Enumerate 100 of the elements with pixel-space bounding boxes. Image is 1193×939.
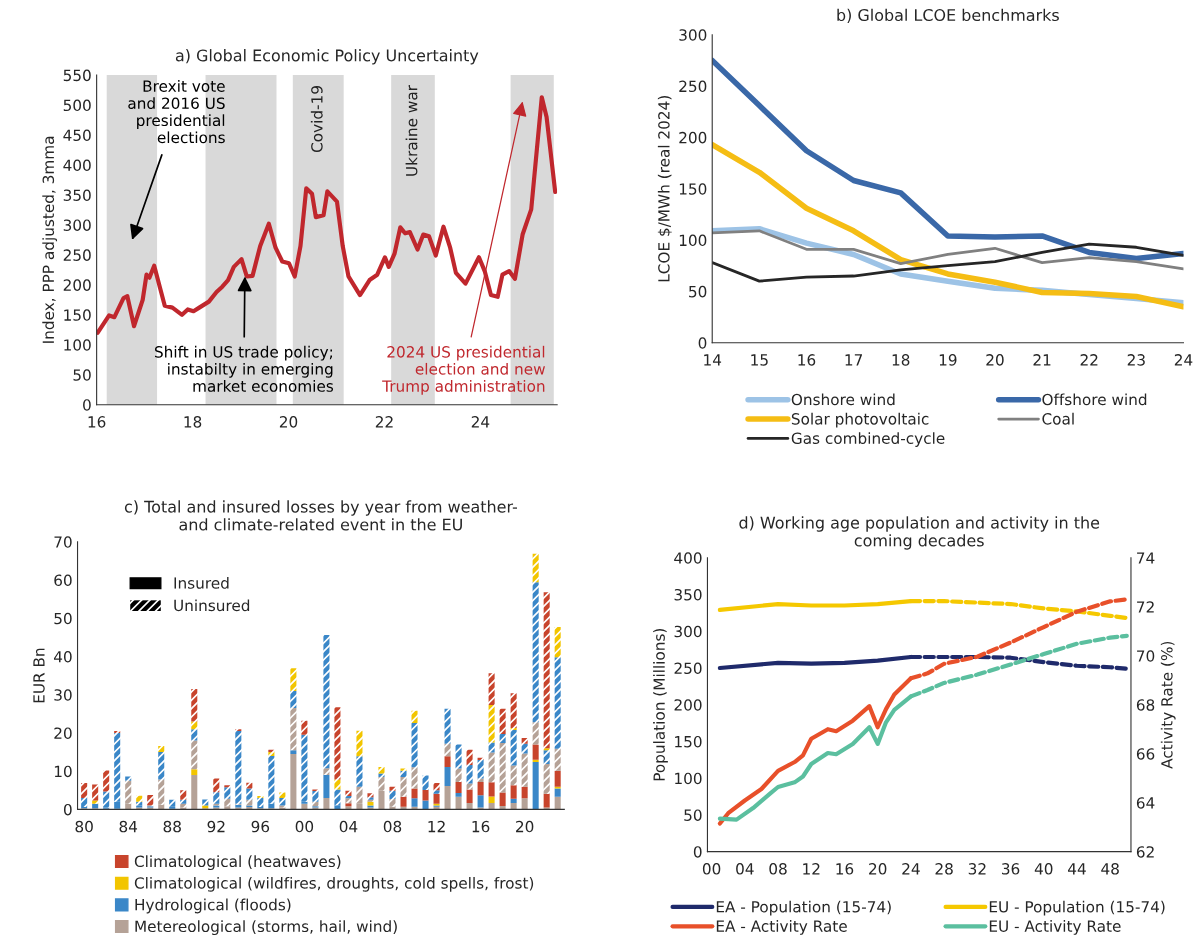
x-tick-label: 00 — [702, 863, 721, 875]
x-tick-label: 14 — [704, 354, 722, 366]
y-tick-label: 400 — [674, 552, 702, 564]
x-tick-label: 08 — [769, 863, 787, 875]
y-tick-label: 50 — [54, 612, 72, 625]
y2-tick-label: 64 — [1136, 797, 1155, 809]
x-tick-label: 88 — [163, 820, 181, 833]
x-tick-label: 28 — [935, 863, 953, 875]
x-tick-label: 16 — [798, 354, 816, 366]
legend-label: EU - Activity Rate — [989, 920, 1121, 935]
legend-label: Gas combined-cycle — [791, 432, 945, 447]
y-axis-title: Population (Millions) — [653, 628, 668, 781]
x-tick-label: 24 — [1174, 354, 1193, 366]
y-axis-title: LCOE $/MWh (real 2024) — [657, 96, 672, 282]
y-tick-label: 550 — [63, 69, 91, 82]
x-tick-label: 18 — [892, 354, 910, 366]
y2-tick-label: 70 — [1137, 650, 1155, 662]
x-tick-label: 16 — [88, 416, 106, 428]
x-tick-label: 12 — [803, 863, 820, 875]
y-tick-label: 0 — [83, 399, 91, 411]
y-tick-label: 300 — [679, 29, 707, 41]
y-tick-label: 20 — [54, 727, 72, 739]
annotation: Uninsured — [174, 599, 250, 612]
x-tick-label: 80 — [75, 820, 93, 833]
y-tick-label: 300 — [674, 625, 702, 638]
x-tick-label: 22 — [375, 416, 393, 428]
y-tick-label: 100 — [675, 772, 702, 785]
x-tick-label: 04 — [736, 863, 754, 875]
legend-label: Metereological (storms, hail, wind) — [135, 920, 397, 936]
y-tick-label: 40 — [53, 650, 72, 663]
legend-label: Coal — [1042, 412, 1074, 425]
legend-label: Offshore wind — [1042, 393, 1147, 406]
y-tick-label: 0 — [698, 337, 707, 349]
y-tick-label: 150 — [675, 735, 702, 748]
x-tick-label: 24 — [471, 416, 490, 428]
x-tick-label: 21 — [1033, 354, 1051, 366]
y-tick-label: 200 — [679, 131, 707, 144]
y-tick-label: 400 — [63, 159, 91, 172]
x-tick-label: 00 — [295, 820, 314, 833]
x-tick-label: 32 — [968, 863, 986, 875]
y-axis-title: EUR Bn — [33, 648, 45, 703]
y-tick-label: 150 — [64, 309, 91, 321]
x-tick-label: 92 — [207, 820, 225, 833]
y-tick-label: 70 — [54, 536, 72, 548]
y-tick-label: 450 — [63, 129, 91, 142]
y2-tick-label: 68 — [1136, 699, 1155, 711]
legend-label: Solar photovoltaic — [791, 412, 929, 428]
x-tick-label: 04 — [339, 820, 358, 833]
legend-label: Onshore wind — [791, 393, 895, 406]
x-tick-label: 22 — [1080, 354, 1098, 366]
chart-title: b) Global LCOE benchmarks — [837, 8, 1059, 23]
y-tick-label: 350 — [63, 189, 91, 201]
y-tick-label: 0 — [693, 846, 702, 858]
x-tick-label: 17 — [845, 354, 863, 366]
legend-label: Climatological (wildfires, droughts, cold spells, frost) — [134, 876, 534, 892]
y-tick-label: 100 — [64, 339, 91, 351]
y2-tick-label: 62 — [1136, 846, 1154, 858]
y-tick-label: 300 — [63, 219, 91, 231]
y2-tick-label: 66 — [1136, 748, 1155, 760]
legend-label: EU - Population (15-74) — [989, 900, 1165, 916]
annotation: Shift in US trade policy; instabilty in emerging market economies — [154, 345, 334, 392]
x-tick-label: 48 — [1101, 863, 1119, 875]
x-tick-label: 16 — [836, 863, 854, 875]
y-tick-label: 60 — [54, 574, 72, 587]
y-tick-label: 30 — [54, 689, 72, 701]
x-tick-label: 96 — [251, 820, 270, 833]
x-tick-label: 08 — [383, 820, 402, 833]
x-tick-label: 20 — [869, 863, 887, 875]
band-label: Ukraine war — [405, 85, 418, 176]
y-tick-label: 50 — [689, 285, 707, 298]
annotation: 2024 US presidential election and new Trump administration — [382, 345, 545, 395]
y-tick-label: 50 — [684, 809, 702, 821]
x-tick-label: 44 — [1068, 863, 1086, 875]
y-tick-label: 200 — [63, 279, 91, 291]
y-tick-label: 350 — [674, 588, 702, 601]
chart-title: d) Working age population and activity in the coming decades — [739, 516, 1100, 550]
x-tick-label: 20 — [279, 416, 298, 428]
x-tick-label: 24 — [902, 863, 920, 875]
y-tick-label: 50 — [73, 369, 91, 381]
y-tick-label: 10 — [54, 765, 72, 778]
x-tick-label: 84 — [119, 820, 138, 833]
x-tick-label: 20 — [516, 820, 534, 833]
y-tick-label: 250 — [674, 662, 702, 674]
chart-title: a) Global Economic Policy Uncertainty — [175, 49, 479, 65]
x-tick-label: 23 — [1127, 354, 1145, 366]
y2-tick-label: 72 — [1137, 601, 1154, 613]
y-tick-label: 100 — [679, 234, 707, 247]
x-tick-label: 20 — [986, 354, 1004, 366]
y-tick-label: 500 — [63, 99, 91, 112]
x-tick-label: 18 — [184, 416, 202, 428]
y2-tick-label: 74 — [1137, 552, 1155, 564]
y-axis-title: Index, PPP adjusted, 3mma — [42, 136, 58, 343]
band-label: Covid-19 — [310, 86, 323, 153]
x-tick-label: 19 — [939, 354, 957, 366]
chart-title: c) Total and insured losses by year from weather- and climate-related event in the EU — [124, 500, 518, 531]
x-tick-label: 15 — [751, 354, 768, 366]
x-tick-label: 12 — [428, 820, 445, 833]
annotation: Insured — [174, 576, 229, 589]
legend-label: Hydrological (floods) — [135, 898, 291, 914]
legend-label: EA - Activity Rate — [716, 920, 847, 935]
